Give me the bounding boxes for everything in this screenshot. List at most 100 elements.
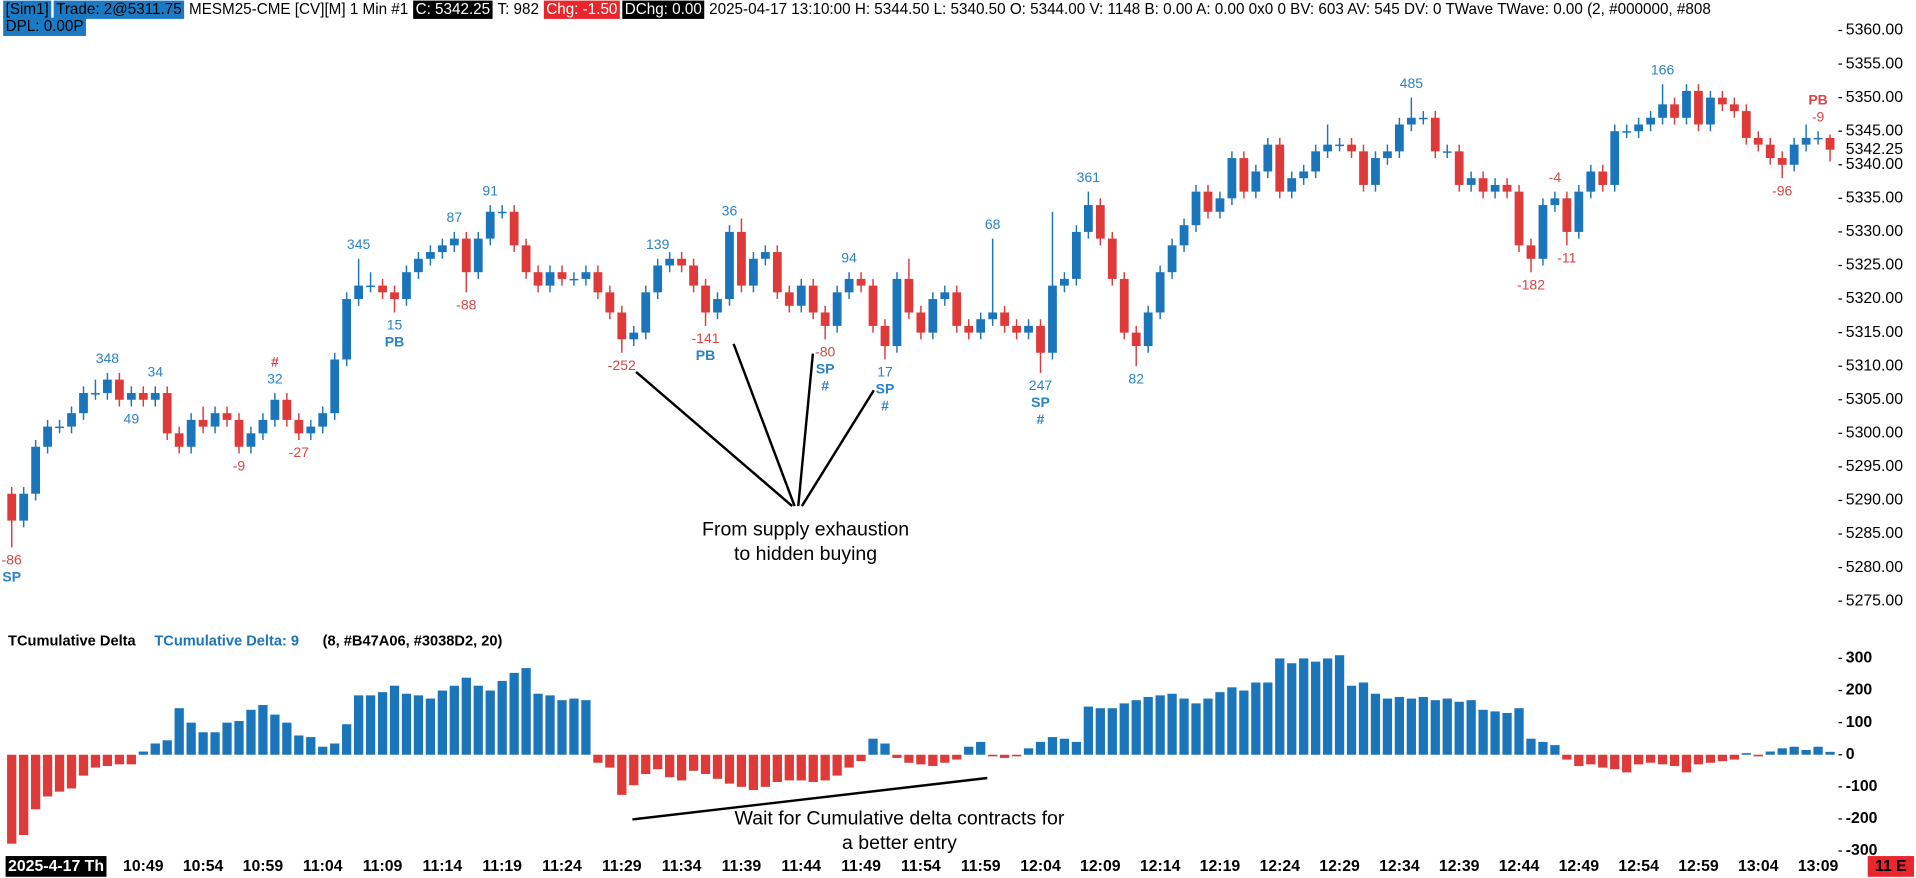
delta-bar	[1287, 663, 1297, 755]
delta-bar	[1777, 748, 1787, 755]
delta-bar	[1430, 700, 1440, 755]
candle-body	[976, 319, 986, 333]
date-highlight	[5, 856, 107, 877]
delta-bar	[999, 754, 1010, 758]
annotation: -96	[1772, 182, 1792, 198]
delta-bar	[1693, 754, 1704, 765]
delta-bar	[1705, 754, 1716, 763]
x-tick-label: 11:04	[303, 858, 343, 875]
candle-body	[1514, 191, 1524, 246]
delta-bar	[724, 754, 735, 784]
callout-text: a better entry	[842, 832, 957, 854]
candle-body	[282, 399, 292, 420]
annotation: #	[881, 398, 889, 414]
badge-bg	[1867, 856, 1915, 877]
candle-body	[880, 325, 890, 347]
delta-bar	[401, 693, 412, 755]
y-tick-label: 5295.00	[1846, 458, 1903, 475]
candle-body	[820, 312, 830, 326]
candle-body	[832, 292, 842, 326]
delta-bar	[1275, 658, 1285, 755]
delta-bar	[1801, 749, 1811, 755]
delta-bar	[700, 754, 711, 775]
delta-bar	[688, 754, 699, 771]
x-tick-label: 11:14	[423, 858, 463, 875]
annotation: #	[271, 353, 279, 369]
delta-bar	[1741, 753, 1751, 755]
header-highlight	[3, 0, 52, 19]
y-tick-label: -100	[1846, 778, 1878, 795]
y-tick-label: 5345.00	[1846, 122, 1903, 139]
y-tick-label: 5290.00	[1846, 492, 1903, 509]
annotation: -11	[1557, 249, 1576, 265]
candle-body	[497, 211, 507, 214]
candle-body	[103, 379, 112, 394]
delta-bar	[665, 754, 675, 778]
candle-body	[1155, 272, 1165, 313]
delta-bar	[1610, 754, 1620, 770]
annotation: -9	[1812, 108, 1825, 124]
candle-body	[760, 252, 770, 259]
delta-bar	[1418, 696, 1428, 755]
candle-body	[1706, 97, 1715, 125]
x-tick-label: 12:44	[1499, 858, 1540, 875]
candle-body	[1000, 312, 1010, 326]
candle-body	[1430, 117, 1440, 152]
header-text: Trade: 2@5311.75	[56, 1, 182, 18]
callout-line	[632, 776, 988, 821]
delta-bar	[1143, 696, 1153, 755]
y-tick-label: 5350.00	[1846, 89, 1903, 106]
annotation: 485	[1400, 75, 1424, 91]
delta-bar	[1191, 703, 1201, 755]
candle-body	[390, 292, 399, 300]
delta-bar	[1813, 746, 1823, 755]
delta-bar	[473, 685, 483, 755]
x-tick-label: 10:59	[243, 858, 284, 875]
candle-body	[246, 433, 256, 447]
delta-bar	[1346, 685, 1357, 755]
candle-body	[426, 252, 435, 259]
annotation: 139	[646, 236, 670, 252]
candle-body	[318, 413, 328, 427]
candle-body	[461, 238, 471, 273]
delta-bar	[1657, 754, 1668, 765]
delta-bar	[162, 740, 172, 755]
y-tick-label: 5325.00	[1846, 257, 1903, 274]
callout-line	[797, 353, 815, 507]
candle-body	[605, 292, 615, 313]
annotation: -182	[1517, 276, 1545, 292]
annotation: SP	[1031, 394, 1050, 410]
candle-body	[67, 413, 76, 427]
candle-body	[1562, 198, 1572, 232]
candle-body	[1753, 137, 1763, 145]
candle-body	[928, 299, 938, 333]
candle-body	[1060, 278, 1069, 286]
candle-body	[437, 245, 447, 253]
callout-text: to hidden buying	[734, 543, 877, 565]
delta-bar	[1215, 692, 1225, 755]
delta-bar	[342, 724, 352, 755]
header-text: C: 5342.25	[416, 1, 491, 18]
x-tick-label: 12:09	[1080, 858, 1121, 875]
y-tick-label: 5330.00	[1846, 223, 1903, 240]
delta-bar	[1502, 713, 1512, 755]
delta-bar	[497, 680, 507, 755]
annotation: 247	[1029, 377, 1053, 393]
candle-body	[354, 285, 364, 300]
delta-bar	[593, 754, 603, 763]
delta-bar	[772, 754, 782, 783]
candle-body	[79, 393, 88, 414]
candle-body	[1179, 225, 1189, 246]
candle-body	[1131, 332, 1141, 347]
y-tick-label: 5335.00	[1846, 190, 1903, 207]
candle-body	[1347, 144, 1356, 152]
delta-bar	[712, 754, 723, 779]
delta-bar	[425, 698, 436, 755]
delta-bar	[820, 754, 830, 781]
candle-body	[126, 393, 136, 400]
candle-body	[1550, 198, 1560, 206]
candle-body	[1095, 205, 1105, 239]
header-text: T: 982	[497, 1, 539, 18]
delta-bar	[66, 754, 77, 789]
